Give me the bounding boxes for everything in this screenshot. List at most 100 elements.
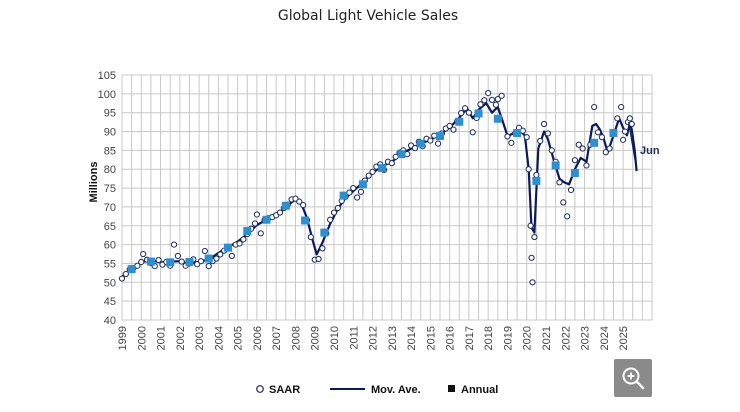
annual-point xyxy=(243,227,252,236)
saar-point xyxy=(388,160,395,167)
saar-point xyxy=(251,220,259,227)
saar-point xyxy=(365,172,372,179)
chart-title: Global Light Vehicle Sales xyxy=(278,8,458,24)
saar-point xyxy=(257,230,264,237)
annual-point xyxy=(609,129,618,138)
saar-point xyxy=(598,134,605,141)
saar-point xyxy=(591,103,598,111)
x-tick-label: 2014 xyxy=(406,326,418,350)
saar-point xyxy=(354,194,361,201)
annual-point xyxy=(551,161,560,170)
saar-point xyxy=(529,279,536,286)
saar-point xyxy=(178,258,185,265)
saar-point xyxy=(240,236,247,243)
saar-point xyxy=(411,145,419,152)
saar-point xyxy=(446,122,453,129)
x-tick-label: 2005 xyxy=(233,326,245,350)
saar-point xyxy=(556,179,563,186)
annotation-arrow xyxy=(627,122,638,170)
saar-point xyxy=(504,133,511,140)
saar-point xyxy=(217,251,224,258)
saar-point xyxy=(450,126,457,133)
x-tick-label: 2013 xyxy=(387,326,399,350)
saar-point xyxy=(369,168,376,175)
annual-point xyxy=(532,176,541,185)
annual-point xyxy=(339,191,348,200)
saar-point xyxy=(606,145,613,152)
saar-point xyxy=(540,120,548,128)
y-tick-label: 70 xyxy=(104,202,116,214)
annual-point xyxy=(397,150,406,159)
annual-point xyxy=(474,109,483,118)
x-tick-label: 2019 xyxy=(502,326,514,350)
y-tick-label: 95 xyxy=(104,108,116,120)
saar-point xyxy=(544,130,552,137)
annual-point xyxy=(320,228,329,237)
saar-point xyxy=(571,157,579,164)
saar-point xyxy=(527,222,534,229)
annual-point xyxy=(301,216,310,225)
saar-point xyxy=(528,254,535,261)
plot-frame xyxy=(121,74,653,321)
x-tick-label: 2009 xyxy=(310,326,322,350)
saar-point xyxy=(492,101,499,108)
saar-point xyxy=(626,115,633,122)
x-tick-label: 2002 xyxy=(175,326,187,350)
saar-point xyxy=(564,213,571,220)
annual-point xyxy=(358,180,367,189)
saar-point xyxy=(481,97,488,104)
saar-point xyxy=(533,171,540,178)
y-axis-label: Millions xyxy=(88,162,100,203)
saar-point xyxy=(327,216,334,223)
y-axis-ticks: 40 45 50 55 60 65 70 75 80 85 90 95 100 105 xyxy=(98,70,116,327)
x-tick-label: 2012 xyxy=(368,326,380,350)
zoom-in-icon xyxy=(622,367,645,390)
saar-point xyxy=(531,233,538,241)
x-tick-label: 2016 xyxy=(445,326,457,350)
saar-point xyxy=(548,147,555,154)
legend-ma-label: Mov. Ave. xyxy=(371,384,421,396)
annual-point xyxy=(262,215,271,224)
x-tick-label: 2008 xyxy=(290,326,302,350)
saar-point xyxy=(319,245,326,252)
y-tick-label: 100 xyxy=(98,89,116,101)
saar-point xyxy=(465,109,473,116)
saar-point xyxy=(434,140,442,147)
legend: SAAR Mov. Ave. Annual xyxy=(256,384,498,396)
x-tick-label: 2003 xyxy=(194,326,206,350)
saar-point xyxy=(488,96,496,103)
annual-point xyxy=(204,254,213,263)
x-tick-label: 2023 xyxy=(580,326,592,350)
annual-point xyxy=(590,138,599,147)
saar-point xyxy=(621,128,629,135)
saar-point xyxy=(122,270,129,278)
zoom-button[interactable] xyxy=(614,359,652,397)
saar-point xyxy=(477,101,484,108)
saar-point xyxy=(228,252,235,260)
saar-point xyxy=(296,198,303,205)
saar-point xyxy=(594,129,602,136)
saar-point xyxy=(315,255,322,263)
x-tick-label: 2001 xyxy=(156,326,168,350)
saar-point xyxy=(213,255,220,262)
saar-point xyxy=(567,186,575,194)
saar-point xyxy=(618,103,625,111)
annual-point xyxy=(416,139,425,148)
saar-point xyxy=(560,199,567,206)
x-tick-label: 2000 xyxy=(136,326,148,350)
annual-point xyxy=(166,258,175,267)
saar-point xyxy=(461,105,469,112)
saar-point xyxy=(583,162,590,169)
y-tick-label: 85 xyxy=(104,145,116,157)
x-tick-label: 2006 xyxy=(252,326,264,350)
y-tick-label: 90 xyxy=(104,127,116,139)
saar-point xyxy=(498,92,505,99)
saar-point xyxy=(494,96,501,103)
y-tick-label: 45 xyxy=(104,296,116,308)
saar-point xyxy=(485,89,492,97)
annual-point xyxy=(378,164,387,173)
x-axis-ticks: 1999 2000 2001 2002 2003 2004 2005 2006 2007 2008… xyxy=(117,326,630,350)
annual-point xyxy=(185,257,194,266)
y-tick-label: 55 xyxy=(104,258,116,270)
